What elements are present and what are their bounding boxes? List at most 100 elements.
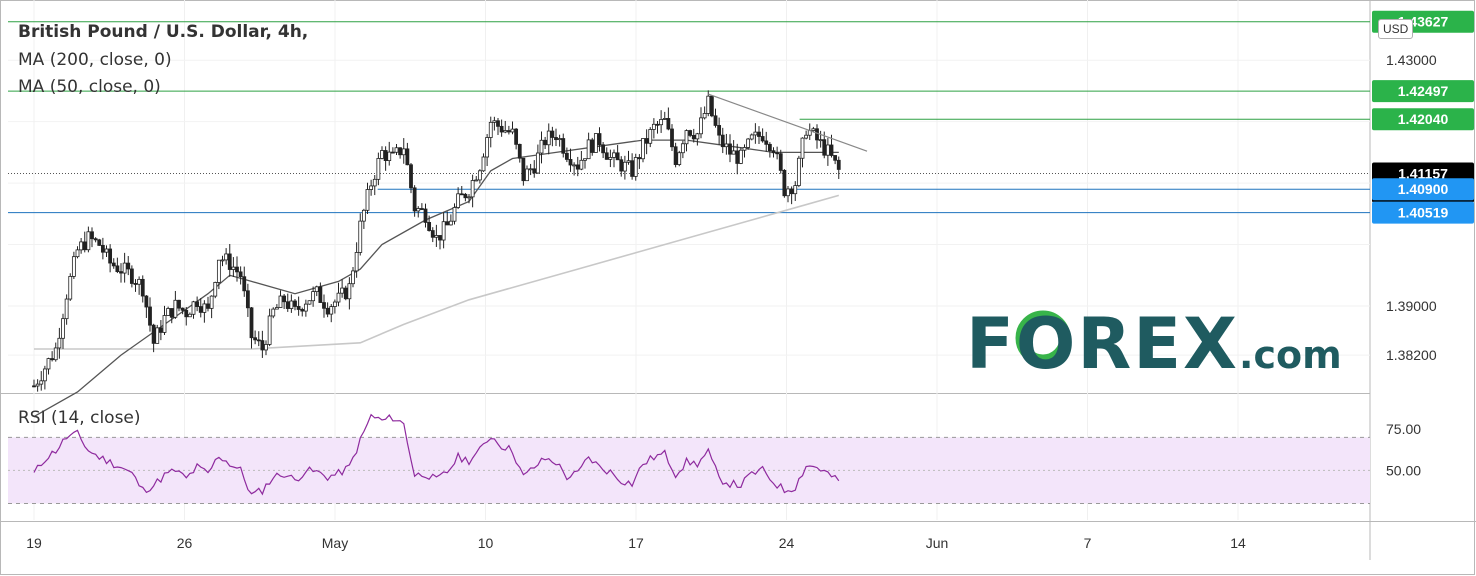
candle-up (372, 178, 377, 187)
candle-up (267, 315, 272, 345)
candle-up (467, 196, 471, 199)
candle-down (575, 164, 580, 170)
candle-up (535, 152, 540, 174)
candle-down (506, 130, 511, 133)
candle-down (151, 324, 156, 344)
candle-down (735, 150, 740, 164)
candle-down (198, 306, 203, 313)
candle-up (648, 129, 653, 144)
candle-up (387, 151, 392, 161)
candle-up (510, 128, 515, 133)
candle-down (227, 253, 232, 270)
candle-up (416, 208, 421, 212)
candle-down (293, 300, 297, 307)
candle-up (804, 134, 809, 139)
candle-up (191, 301, 196, 315)
candle-up (53, 347, 58, 361)
candle-up (351, 270, 355, 285)
candle-down (249, 307, 254, 339)
candle-down (325, 307, 330, 315)
candle-down (260, 340, 265, 351)
candle-down (644, 138, 649, 144)
candle-up (303, 303, 308, 312)
candle-up (104, 248, 109, 253)
candle-down (637, 157, 642, 160)
candle-up (539, 139, 544, 154)
candle-down (459, 193, 464, 196)
candle-up (742, 147, 747, 151)
x-tick-label: 14 (1230, 535, 1246, 551)
candle-down (717, 125, 722, 136)
candle-up (706, 95, 711, 114)
candle-down (757, 131, 761, 137)
price-label-text: 1.42497 (1398, 83, 1449, 99)
candle-down (445, 221, 450, 226)
candle-down (822, 139, 827, 156)
candle-up (202, 303, 207, 313)
candle-down (108, 248, 113, 264)
candle-down (50, 358, 55, 361)
price-label-text: 1.42040 (1398, 111, 1449, 127)
candle-up (224, 253, 229, 261)
candle-up (622, 161, 627, 172)
candle-up (677, 152, 682, 165)
candle-up (525, 168, 529, 182)
currency-badge[interactable]: USD (1378, 19, 1414, 39)
candle-up (394, 147, 399, 153)
candle-down (829, 144, 834, 156)
candle-down (514, 128, 519, 145)
candle-down (673, 146, 678, 165)
candle-down (561, 138, 566, 154)
candle-down (615, 152, 620, 161)
candle-up (137, 278, 142, 285)
x-tick-label: May (322, 535, 348, 551)
candle-down (499, 125, 504, 133)
x-tick-label: 10 (478, 535, 494, 551)
candle-down (728, 143, 732, 155)
candle-up (314, 286, 319, 292)
price-tick-label: 1.39000 (1386, 298, 1437, 314)
candle-down (300, 309, 305, 312)
candle-down (619, 159, 624, 172)
candle-up (289, 300, 294, 309)
candle-up (481, 156, 486, 172)
candle-up (264, 344, 268, 351)
candle-down (238, 271, 243, 278)
candle-down (412, 187, 417, 212)
candle-down (158, 327, 163, 333)
candle-down (398, 147, 403, 156)
candle-up (749, 134, 754, 140)
candle-down (409, 164, 413, 189)
candle-up (572, 164, 577, 167)
candle-down (390, 151, 395, 154)
candle-down (256, 339, 261, 342)
candle-down (383, 150, 388, 161)
candle-down (184, 309, 189, 318)
candle-up (702, 113, 707, 119)
candle-up (641, 138, 645, 160)
candle-down (111, 262, 116, 267)
candle-down (322, 302, 326, 309)
rsi-tick-label: 75.00 (1386, 421, 1421, 437)
candle-up (626, 160, 631, 163)
price-label-text: 1.40900 (1398, 181, 1449, 197)
candle-down (93, 238, 98, 241)
candle-up (64, 298, 69, 320)
candle-up (503, 130, 508, 133)
forex-logo: FOREX.com (966, 303, 1342, 385)
candle-up (434, 235, 439, 238)
candle-down (235, 266, 239, 273)
candle-up (557, 138, 562, 141)
candle-down (543, 139, 548, 146)
ma200-legend: MA (200, close, 0) (18, 50, 172, 70)
candle-down (242, 276, 247, 292)
candle-up (488, 121, 493, 138)
candle-down (97, 239, 102, 246)
candle-up (680, 143, 685, 154)
ma50-legend: MA (50, close, 0) (18, 77, 161, 97)
candle-up (365, 189, 370, 211)
price-label-text: 1.41157 (1398, 165, 1448, 181)
candle-up (369, 185, 374, 190)
candle-down (82, 241, 87, 251)
